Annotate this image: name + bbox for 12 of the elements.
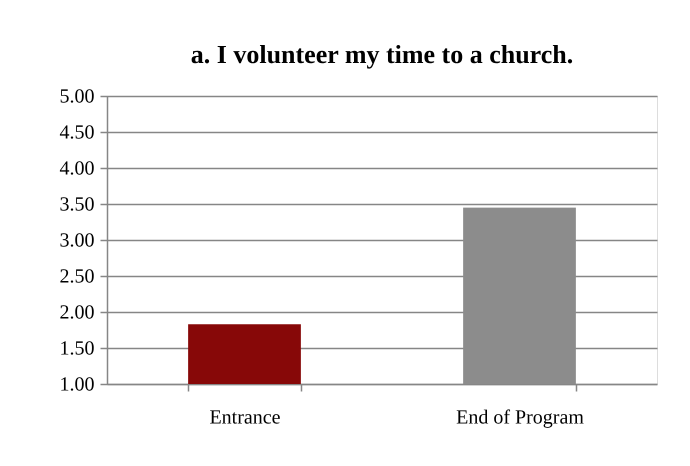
chart-title: a. I volunteer my time to a church.	[190, 40, 574, 69]
y-tick-label: 2.00	[60, 302, 94, 324]
y-tick-label: 3.00	[60, 230, 94, 252]
y-tick-label: 4.00	[60, 158, 94, 180]
x-tick-label: End of Program	[456, 406, 584, 428]
y-tick-label: 1.50	[60, 338, 94, 360]
y-tick-label: 4.50	[60, 122, 94, 144]
y-tick-label: 2.50	[60, 266, 94, 288]
y-tick-label: 1.00	[60, 374, 94, 396]
y-tick-label: 3.50	[60, 194, 94, 216]
x-tick-label: Entrance	[209, 406, 281, 428]
y-tick-label: 5.00	[60, 86, 94, 108]
